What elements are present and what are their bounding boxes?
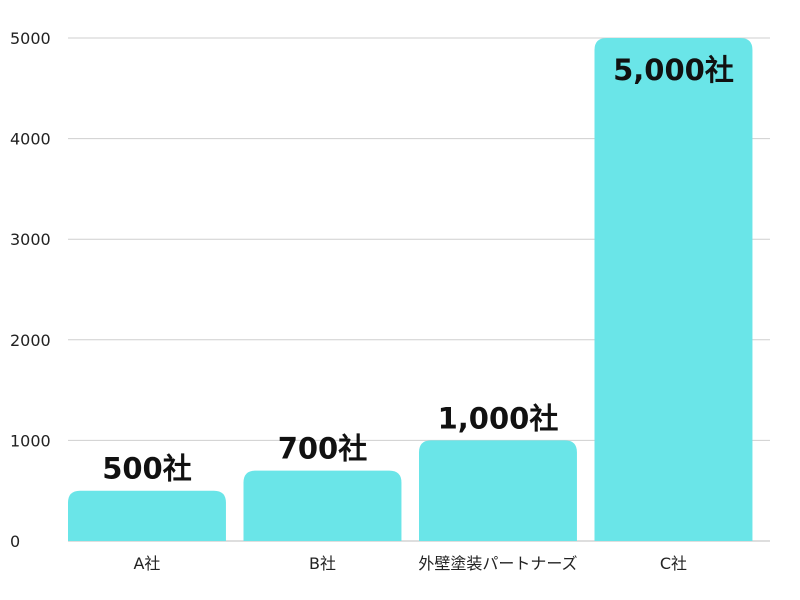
x-axis: A社 B社 外壁塗装パートナーズ C社 xyxy=(133,554,687,573)
x-tick-label: C社 xyxy=(660,554,687,573)
data-label: 500社 xyxy=(102,452,192,486)
bar-3 xyxy=(594,38,753,541)
bar-0 xyxy=(68,490,226,541)
bar-2 xyxy=(419,440,577,541)
bar-1 xyxy=(243,470,402,541)
x-tick-label: B社 xyxy=(309,554,336,573)
data-labels: 500社 700社 1,000社 5,000社 xyxy=(102,53,734,486)
x-tick-label: A社 xyxy=(133,554,160,573)
y-tick-label: 5000 xyxy=(10,29,51,48)
y-tick-label: 2000 xyxy=(10,331,51,350)
y-tick-label: 0 xyxy=(10,532,20,551)
y-tick-label: 3000 xyxy=(10,230,51,249)
y-axis: 0 1000 2000 3000 4000 5000 xyxy=(10,29,51,551)
data-label: 1,000社 xyxy=(438,401,559,435)
data-label: 700社 xyxy=(278,432,368,466)
y-tick-label: 4000 xyxy=(10,130,51,149)
x-tick-label: 外壁塗装パートナーズ xyxy=(418,554,577,573)
bars xyxy=(68,38,753,541)
data-label: 5,000社 xyxy=(613,53,734,87)
y-tick-label: 1000 xyxy=(10,431,51,450)
